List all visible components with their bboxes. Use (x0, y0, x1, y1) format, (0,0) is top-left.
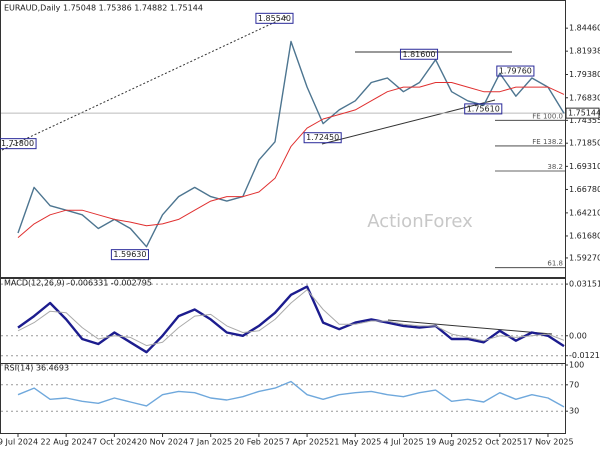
x-tick-label: 7 Apr 2025 (285, 438, 329, 447)
annotation-label: 1.59630 (113, 250, 146, 259)
last-price-label: 1.75144 (568, 109, 600, 118)
series-line (17, 289, 565, 347)
y-tick-label: 1.74355 (569, 116, 600, 125)
trend-line (321, 99, 496, 145)
y-tick-label: 1.76830 (569, 93, 600, 102)
y-tick-label: -0.012158 (569, 351, 600, 360)
fib-label: 38.2 (547, 163, 563, 171)
y-tick-label: 0.03151 (569, 280, 600, 289)
annotation-label: 1.71800 (1, 139, 34, 148)
y-tick-label: 1.84460 (569, 24, 600, 33)
last-price-box (565, 107, 600, 119)
x-tick-label: 7 Oct 2024 (92, 438, 136, 447)
annotation-box (464, 103, 503, 115)
fib-label: FE 100.0 (532, 112, 563, 120)
annotation-box (255, 12, 294, 24)
fib-label: FE 138.2 (532, 138, 563, 146)
annotation-label: 1.72450 (306, 133, 339, 142)
macd-trend-line (387, 319, 553, 335)
x-tick-label: 19 Aug 2025 (426, 438, 477, 447)
annotation-label: 1.75610 (467, 104, 500, 113)
x-tick-label: 21 May 2025 (329, 438, 381, 447)
annotation-box (399, 48, 439, 60)
x-tick-label: 2 Oct 2025 (478, 438, 522, 447)
pane-title: MACD(12,26,9) -0.006331 -0.002795 (4, 279, 152, 288)
x-tick-label: 22 Aug 2024 (41, 438, 92, 447)
y-tick-label: 1.71850 (569, 139, 600, 148)
pane-title: EURAUD,Daily 1.75048 1.75386 1.74882 1.7… (4, 4, 203, 13)
y-tick-label: 1.64210 (569, 208, 600, 217)
annotation-box (110, 249, 149, 261)
watermark: ActionForex (367, 211, 473, 232)
series-line (17, 40, 565, 248)
series-line (17, 285, 565, 354)
x-tick-label: 17 Nov 2025 (522, 438, 573, 447)
trend-line (1, 15, 289, 151)
x-tick-label: 20 Feb 2025 (234, 438, 284, 447)
annotation-label: 1.81600 (402, 50, 435, 59)
y-tick-label: 1.79380 (569, 70, 600, 79)
series-line (17, 380, 565, 408)
x-tick-label: 7 Jan 2025 (189, 438, 232, 447)
y-tick-label: 100 (569, 361, 584, 370)
price-pane (0, 0, 566, 278)
y-tick-label: 1.61680 (569, 231, 600, 240)
annotation-box (0, 138, 37, 150)
macd-pane (0, 278, 566, 364)
pane-title: RSI(14) 36.4693 (4, 364, 69, 373)
fib-label: 61.8 (547, 260, 563, 268)
y-tick-label: 1.81938 (569, 47, 600, 56)
y-tick-label: 70 (569, 380, 579, 389)
y-tick-label: 0.00 (569, 331, 587, 340)
x-tick-label: 9 Jul 2024 (0, 438, 38, 447)
series-line (17, 82, 565, 238)
x-tick-label: 4 Jul 2025 (383, 438, 423, 447)
annotation-label: 1.85540 (258, 14, 291, 23)
y-tick-label: 1.59270 (569, 253, 600, 262)
annotation-box (303, 132, 342, 144)
y-tick-label: 30 (569, 407, 579, 416)
x-tick-label: 20 Nov 2024 (137, 438, 188, 447)
y-tick-label: 1.66780 (569, 185, 600, 194)
annotation-label: 1.79760 (499, 67, 532, 76)
y-tick-label: 1.69310 (569, 162, 600, 171)
rsi-pane (0, 363, 566, 434)
annotation-box (496, 65, 535, 77)
